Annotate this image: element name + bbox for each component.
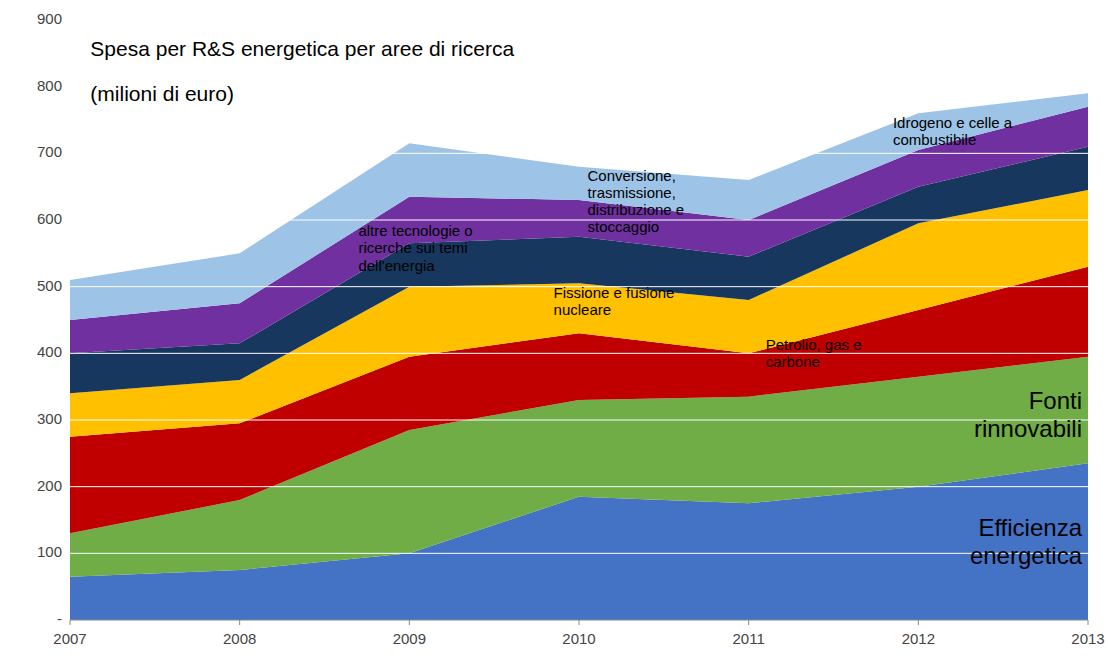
subtitle: (milioni di euro) <box>90 82 234 105</box>
y-tick-label: 300 <box>37 410 62 427</box>
y-tick-label: 500 <box>37 277 62 294</box>
x-tick <box>1088 620 1089 625</box>
y-tick-label: 900 <box>37 10 62 27</box>
x-tick-label: 2011 <box>733 630 765 647</box>
x-tick-label: 2013 <box>1071 630 1104 647</box>
grid-line <box>70 20 1088 21</box>
area <box>70 107 1088 354</box>
annotations: Efficienzaenergetica Fontirinnovabili Petr… <box>358 114 1082 569</box>
y-tick-label: 800 <box>37 77 62 94</box>
grid <box>70 20 1088 553</box>
y-tick-label: 700 <box>37 143 62 160</box>
y-tick-label: 200 <box>37 477 62 494</box>
y-tick-label: 400 <box>37 343 62 360</box>
x-tick <box>409 620 410 625</box>
grid-line <box>70 486 1088 487</box>
annotation: Conversione,trasmissione,distribuzione e… <box>587 167 684 236</box>
annotation: Fontirinnovabili <box>974 387 1082 442</box>
annotation: Fissione e fusionenucleare <box>554 284 675 318</box>
x-tick <box>748 620 749 625</box>
x-axis: 2007 2008 2009 2010 2011 2012 2013 <box>53 620 1104 647</box>
title: Spesa per R&S energetica per aree di ric… <box>90 37 514 60</box>
chart: - 100 200 300 400 500 600 700 800 900 2007 2008 2009… <box>0 0 1108 670</box>
y-tick-label: - <box>57 610 62 627</box>
x-tick <box>579 620 580 625</box>
areas <box>70 93 1088 620</box>
x-tick <box>918 620 919 625</box>
y-axis: - 100 200 300 400 500 600 700 800 900 <box>37 10 62 627</box>
x-tick <box>239 620 240 625</box>
y-tick-label: 600 <box>37 210 62 227</box>
x-tick-label: 2010 <box>562 630 595 647</box>
grid-line <box>70 153 1088 154</box>
grid-line <box>70 353 1088 354</box>
annotation: Idrogeno e celle acombustibile <box>893 114 1013 148</box>
x-tick-label: 2009 <box>393 630 426 647</box>
x-tick-label: 2007 <box>53 630 86 647</box>
grid-line <box>70 220 1088 221</box>
annotation: Petrolio, gas ecarbone <box>766 336 862 370</box>
grid-line <box>70 553 1088 554</box>
y-tick-label: 100 <box>37 543 62 560</box>
x-tick-label: 2008 <box>223 630 256 647</box>
x-tick-label: 2012 <box>902 630 935 647</box>
grid-line <box>70 420 1088 421</box>
annotation: altre tecnologie oricerche sui temidell'… <box>358 222 472 274</box>
x-tick <box>70 620 71 625</box>
annotation: Efficienzaenergetica <box>970 514 1083 569</box>
area <box>70 93 1088 320</box>
